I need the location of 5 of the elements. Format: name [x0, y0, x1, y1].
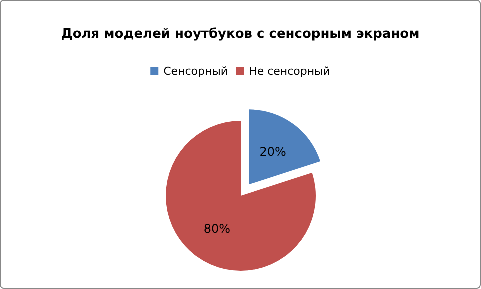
data-label: 80%	[204, 222, 231, 236]
chart-title: Доля моделей ноутбуков с сенсорным экраном	[61, 27, 420, 42]
legend-label: Не сенсорный	[249, 65, 330, 78]
data-label: 20%	[260, 144, 286, 159]
legend-label: Сенсорный	[164, 65, 228, 78]
